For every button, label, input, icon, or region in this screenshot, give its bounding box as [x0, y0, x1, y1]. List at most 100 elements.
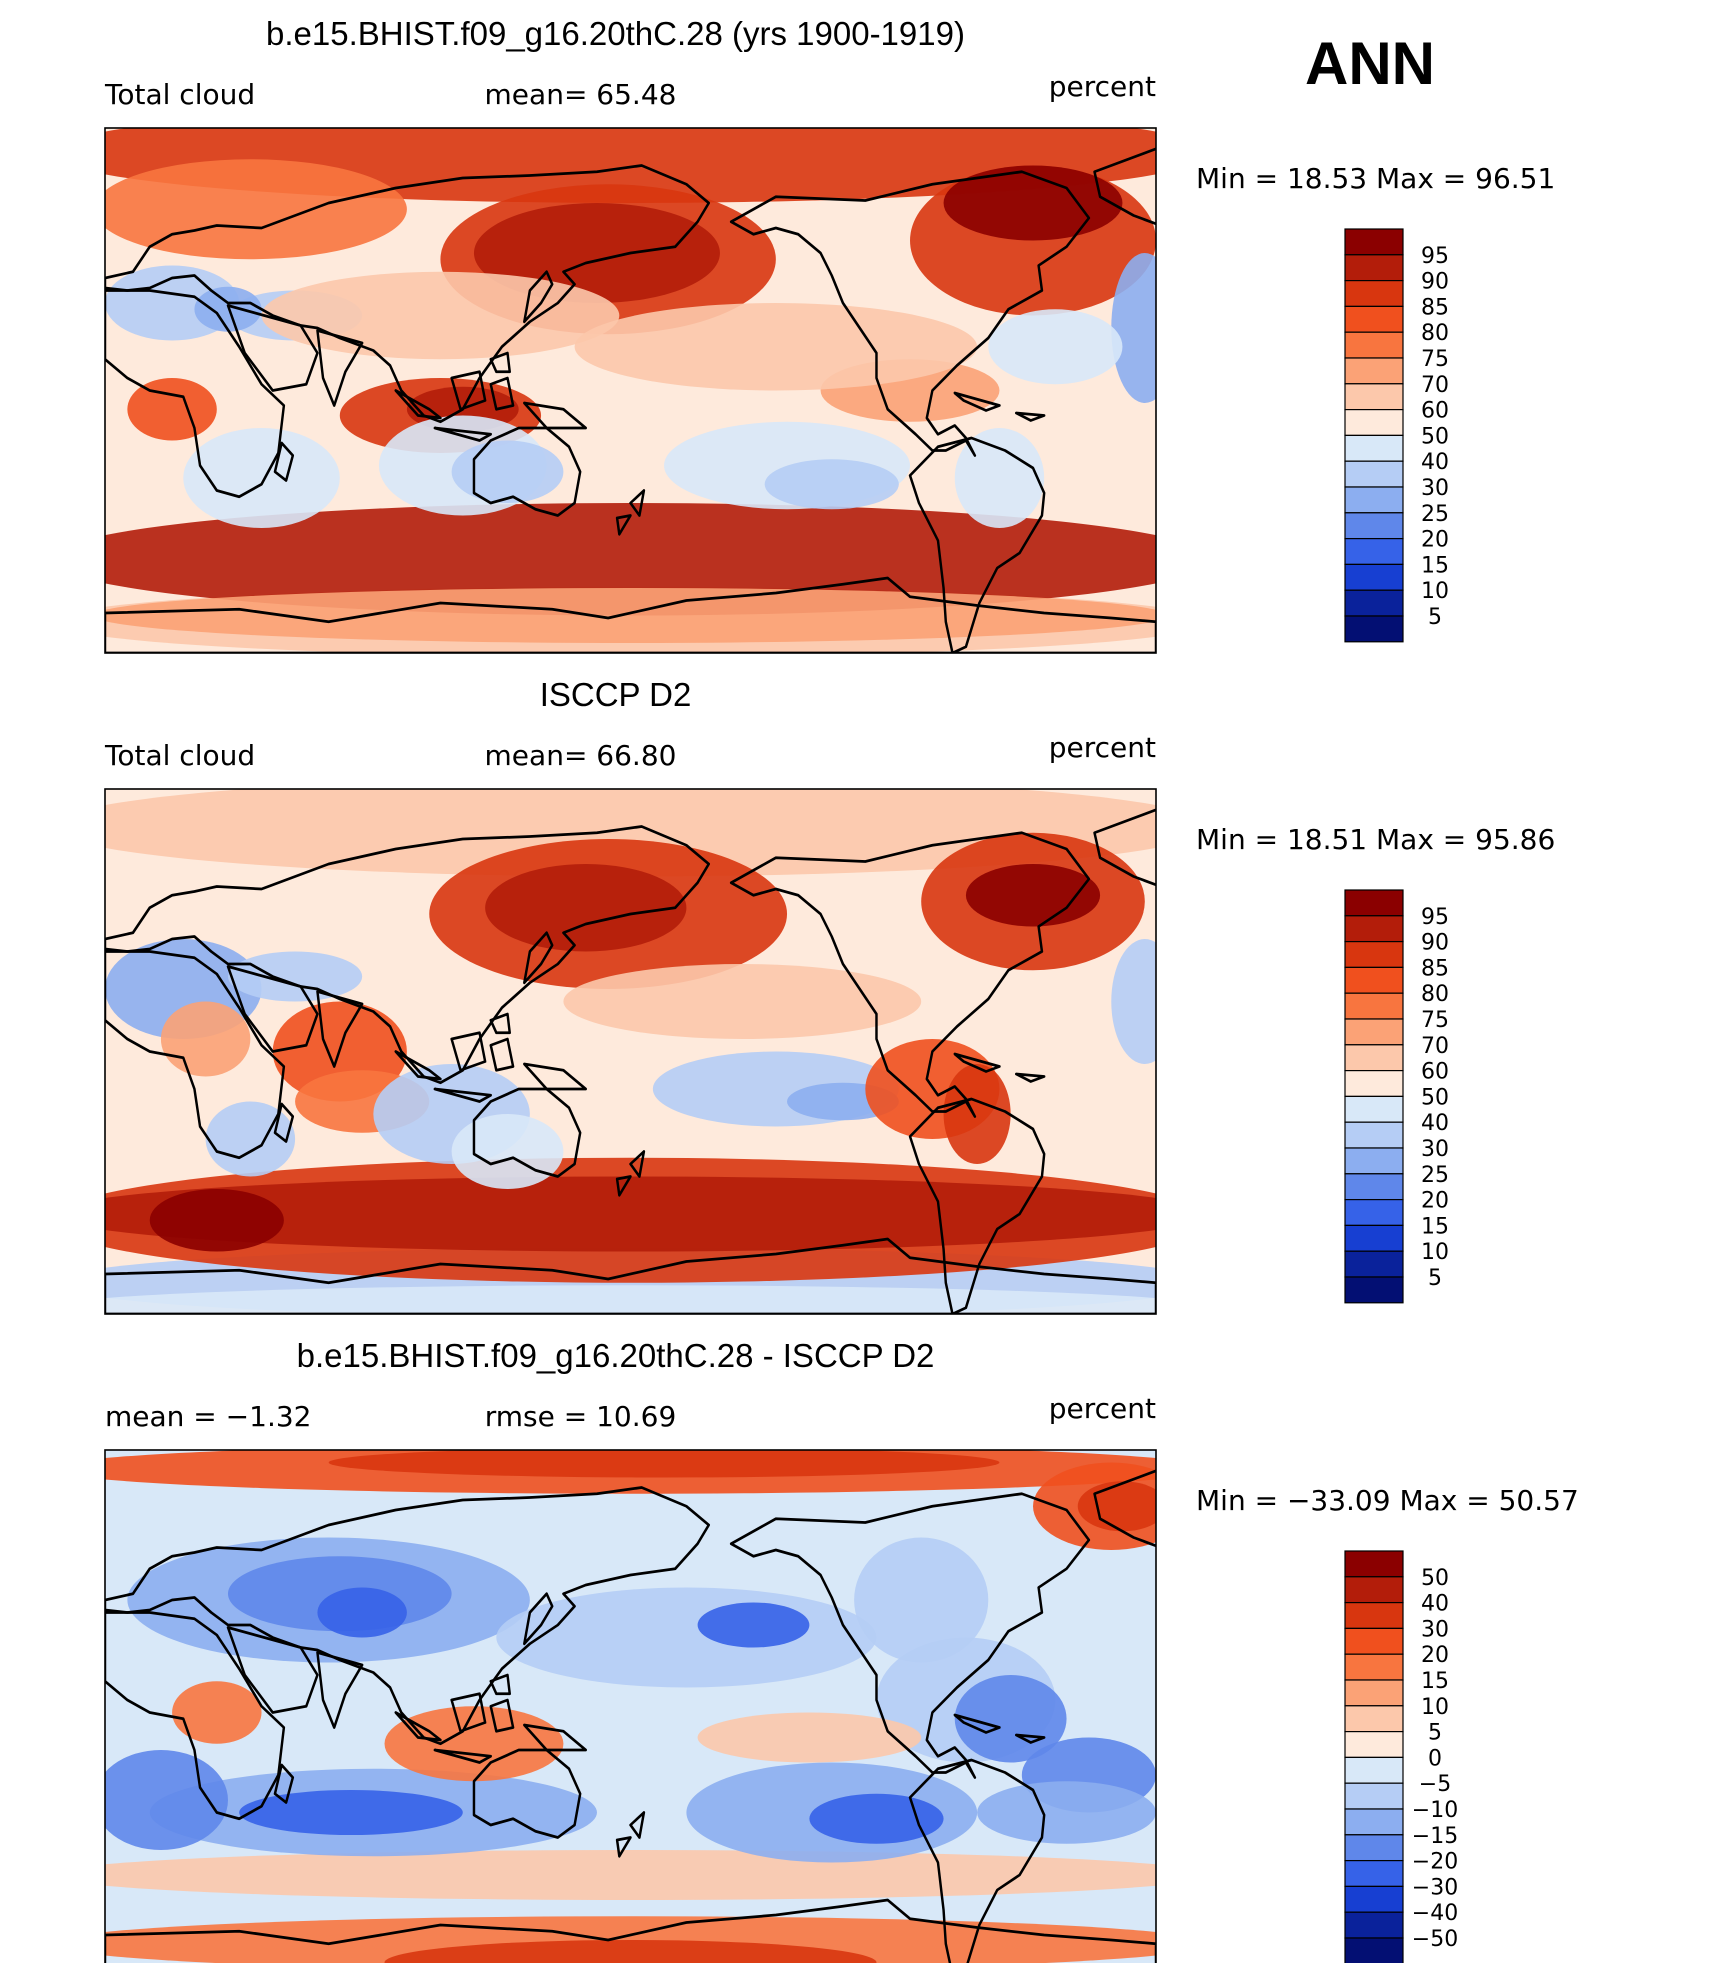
colorbar-box: [1344, 280, 1404, 308]
panel-model: b.e15.BHIST.f09_g16.20thC.28 (yrs 1900-1…: [104, 15, 1555, 654]
colorbar-tick-label: 10: [1421, 1695, 1449, 1720]
units-label: percent: [1049, 1392, 1156, 1425]
colorbar-box: [1344, 1885, 1404, 1913]
min-max-label: Min = −33.09 Max = 50.57: [1196, 1484, 1579, 1517]
min-max-label: Min = 18.51 Max = 95.86: [1196, 823, 1555, 856]
colorbar-tick-label: 15: [1421, 1214, 1449, 1239]
colorbar-tick-label: 70: [1421, 1034, 1449, 1059]
colorbar-box: [1344, 1018, 1404, 1046]
colorbar-tick-label: 70: [1421, 373, 1449, 398]
colorbar-box: [1344, 1627, 1404, 1655]
colorbar-tick-label: −40: [1412, 1901, 1458, 1926]
colorbar-tick-label: 25: [1421, 502, 1449, 527]
colorbar-box: [1344, 1653, 1404, 1681]
colorbar-box: [1344, 383, 1404, 411]
colorbar-tick-label: 50: [1421, 1566, 1449, 1591]
colorbar-tick-label: 0: [1428, 1746, 1442, 1771]
colorbar-box: [1344, 966, 1404, 994]
colorbar-box: [1344, 992, 1404, 1020]
colorbar-tick-label: 10: [1421, 1240, 1449, 1265]
units-label: percent: [1049, 731, 1156, 764]
colorbar-box: [1344, 1121, 1404, 1149]
colorbar-tick-label: 60: [1421, 399, 1449, 424]
units-label: percent: [1049, 70, 1156, 103]
colorbar-box: [1344, 1756, 1404, 1784]
colorbar-box: [1344, 460, 1404, 488]
colorbar-tick-label: 85: [1421, 956, 1449, 981]
colorbar-tick-label: 40: [1421, 450, 1449, 475]
season-label: ANN: [1305, 30, 1435, 97]
colorbar-box: [1344, 1808, 1404, 1836]
colorbar-tick-label: 50: [1421, 1085, 1449, 1110]
colorbar-tick-label: 50: [1421, 424, 1449, 449]
colorbar-box: [1344, 537, 1404, 565]
colorbar-tick-label: 30: [1421, 1137, 1449, 1162]
colorbar-box: [1344, 409, 1404, 437]
colorbar-tick-label: −50: [1412, 1927, 1458, 1952]
colorbar-box: [1344, 1147, 1404, 1175]
colorbar-box: [1344, 305, 1404, 333]
colorbar-box: [1344, 1730, 1404, 1758]
colorbar-tick-label: 20: [1421, 1643, 1449, 1668]
colorbar-tick-label: 15: [1421, 1669, 1449, 1694]
panel-obs: ISCCP D2 Total cloud mean= 66.80 percent Min…: [104, 676, 1555, 1315]
panel-title: b.e15.BHIST.f09_g16.20thC.28 - ISCCP D2: [297, 1337, 935, 1374]
colorbar-box: [1344, 1173, 1404, 1201]
min-max-label: Min = 18.53 Max = 96.51: [1196, 162, 1555, 195]
colorbar-box: [1344, 486, 1404, 514]
colorbar-box: [1344, 1576, 1404, 1604]
colorbar-tick-label: 80: [1421, 321, 1449, 346]
colorbar-box: [1344, 1834, 1404, 1862]
colorbar-box: [1344, 1198, 1404, 1226]
colorbar-box: [1344, 512, 1404, 540]
colorbar-tick-label: 60: [1421, 1060, 1449, 1085]
map-field: [105, 128, 1157, 653]
colorbar-tick-label: −5: [1419, 1772, 1451, 1797]
colorbar-box: [1344, 1044, 1404, 1072]
colorbar-box: [1344, 589, 1404, 617]
left-label: Total cloud: [104, 78, 255, 111]
colorbar-tick-label: −30: [1412, 1875, 1458, 1900]
colorbar-tick-label: 40: [1421, 1111, 1449, 1136]
colorbar-box: [1344, 434, 1404, 462]
colorbar-tick-label: 5: [1428, 1721, 1442, 1746]
colorbar-box: [1344, 940, 1404, 968]
colorbar-tick-label: 40: [1421, 1592, 1449, 1617]
left-label: mean = −1.32: [105, 1400, 311, 1433]
colorbar-box: [1344, 889, 1404, 917]
colorbar-tick-label: 10: [1421, 579, 1449, 604]
colorbar-box: [1344, 563, 1404, 591]
colorbar-box: [1344, 1782, 1404, 1810]
colorbar-box: [1344, 1276, 1404, 1304]
colorbar-tick-label: 90: [1421, 270, 1449, 295]
colorbar-box: [1344, 357, 1404, 385]
map-field: [105, 789, 1157, 1314]
center-label: mean= 65.48: [485, 78, 677, 111]
colorbar-tick-label: 30: [1421, 476, 1449, 501]
colorbar-box: [1344, 1705, 1404, 1733]
colorbar-tick-label: −20: [1412, 1850, 1458, 1875]
colorbar-tick-label: 95: [1421, 244, 1449, 269]
colorbar-tick-label: 90: [1421, 931, 1449, 956]
center-label: mean= 66.80: [485, 739, 677, 772]
colorbar-tick-label: 75: [1421, 1008, 1449, 1033]
colorbar-box: [1344, 1679, 1404, 1707]
map-frame: [104, 127, 1157, 654]
left-label: Total cloud: [104, 739, 255, 772]
colorbar-box: [1344, 331, 1404, 359]
colorbar-tick-label: 5: [1428, 605, 1442, 630]
colorbar-box: [1344, 254, 1404, 282]
colorbar-tick-label: 95: [1421, 905, 1449, 930]
colorbar-tick-label: 20: [1421, 1189, 1449, 1214]
colorbar-tick-label: 25: [1421, 1163, 1449, 1188]
colorbar-tick-label: 15: [1421, 553, 1449, 578]
colorbar-tick-label: −10: [1412, 1798, 1458, 1823]
colorbar-box: [1344, 1250, 1404, 1278]
colorbar-box: [1344, 1095, 1404, 1123]
colorbar-box: [1344, 1224, 1404, 1252]
colorbar-tick-label: 5: [1428, 1266, 1442, 1291]
colorbar-tick-label: −15: [1412, 1824, 1458, 1849]
colorbar-tick-label: 20: [1421, 528, 1449, 553]
